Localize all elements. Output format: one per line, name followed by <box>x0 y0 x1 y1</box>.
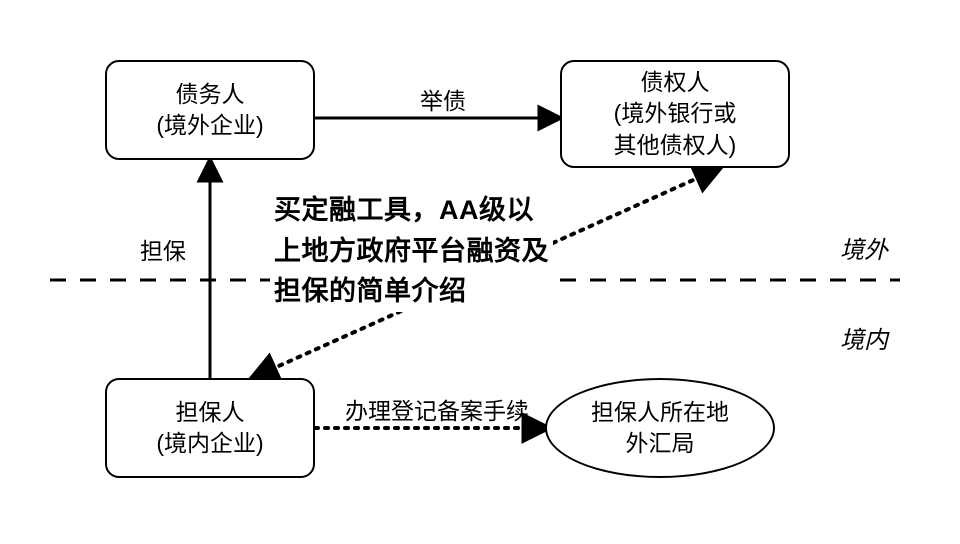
region-label-inside: 境内 <box>840 320 888 355</box>
overlay-title-line1: 买定融工具，AA级以 <box>274 190 549 231</box>
node-creditor-line3: 其他债权人) <box>614 130 737 161</box>
region-label-outside: 境外 <box>840 230 888 265</box>
overlay-title-line3: 担保的简单介绍 <box>274 271 549 312</box>
node-creditor-line2: (境外银行或 <box>614 98 737 129</box>
edge-register-label: 办理登记备案手续 <box>345 392 529 426</box>
node-creditor: 债权人 (境外银行或 其他债权人) <box>560 60 790 168</box>
node-debtor: 债务人 (境外企业) <box>105 60 315 160</box>
edge-debt-label: 举债 <box>420 82 466 116</box>
overlay-title: 买定融工具，AA级以 上地方政府平台融资及 担保的简单介绍 <box>270 190 553 312</box>
node-guarantor: 担保人 (境内企业) <box>105 378 315 478</box>
node-safe: 担保人所在地 外汇局 <box>545 378 775 478</box>
node-debtor-line2: (境外企业) <box>156 110 263 141</box>
node-debtor-line1: 债务人 <box>176 79 245 110</box>
overlay-title-line2: 上地方政府平台融资及 <box>274 231 549 272</box>
node-guarantor-line2: (境内企业) <box>156 428 263 459</box>
node-safe-line1: 担保人所在地 <box>591 397 729 428</box>
edge-guarantee-label: 担保 <box>140 232 186 266</box>
node-safe-line2: 外汇局 <box>626 428 695 459</box>
node-creditor-line1: 债权人 <box>641 67 710 98</box>
node-guarantor-line1: 担保人 <box>176 397 245 428</box>
diagram-stage: 债务人 (境外企业) 债权人 (境外银行或 其他债权人) 担保人 (境内企业) … <box>0 0 960 544</box>
